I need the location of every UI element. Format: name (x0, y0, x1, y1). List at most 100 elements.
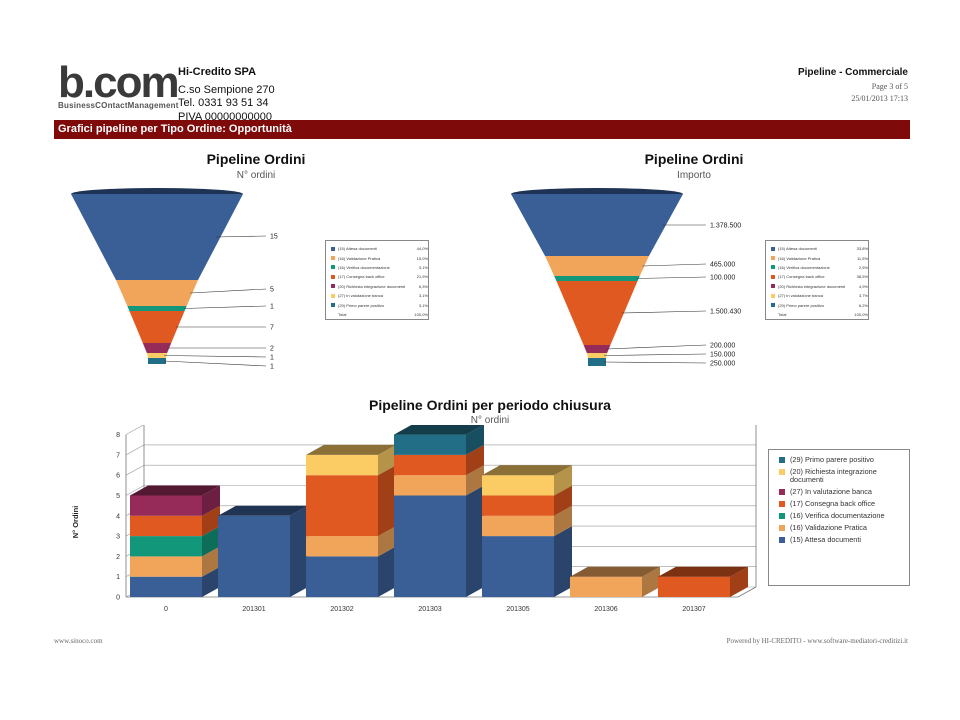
y-axis-title: N° Ordini (71, 506, 80, 539)
legend-label: (20) Richiesta integrazione documenti (338, 283, 406, 289)
funnel1-subtitle: N° ordini (236, 170, 276, 181)
funnel-value-label-0: 1.378.500 (710, 223, 741, 230)
bar-top-face (394, 425, 484, 435)
y-tick-label: 4 (116, 513, 120, 520)
bar-segment-side (466, 465, 484, 496)
bar-legend-swatch (779, 489, 785, 495)
legend-total-label: Total (338, 311, 347, 317)
funnel-label-line-0 (216, 235, 267, 238)
funnel-segment-1 (115, 280, 199, 306)
legend-swatch (331, 265, 335, 270)
legend-label: (29) Primo parere positivo (778, 302, 825, 308)
legend-percent: 11,5% (856, 255, 868, 261)
legend-label: (15) Attesa documenti (338, 246, 377, 252)
funnel-value-label-0: 15 (270, 234, 278, 241)
bar-legend-label: (15) Attesa documenti (790, 535, 861, 544)
legend-item: (27) In valutazione banca 3,7% (766, 291, 868, 300)
bar-segment-front (130, 576, 202, 597)
funnel-value-label-4: 2 (270, 346, 274, 353)
funnel2-chart: 1.378.500 465.000 100.000 1.500.430 200.000 1… (511, 188, 741, 368)
grid-diagonal (125, 425, 144, 435)
funnel-label-line-4 (606, 344, 707, 350)
bar-legend-swatch (779, 537, 785, 543)
legend-swatch (331, 293, 335, 298)
bar-segment-side (466, 444, 484, 476)
legend-total-row: Total 100,0% (766, 310, 868, 319)
legend-percent: 3,1% (418, 302, 428, 308)
bar-legend-swatch (779, 501, 785, 507)
legend-percent: 6,3% (418, 283, 428, 289)
legend-swatch (771, 256, 775, 261)
legend-item: (16) Validazione Pratica 15,0% (326, 253, 428, 262)
funnel-value-label-6: 1 (270, 364, 274, 371)
legend-swatch (331, 284, 335, 289)
bar-segment-side (202, 485, 220, 516)
funnel-label-line-3 (621, 310, 707, 314)
report-title: Pipeline - Commerciale (797, 67, 908, 78)
bar-top-face (218, 505, 308, 516)
funnel-value-label-3: 1.500.430 (710, 309, 741, 316)
bar-legend-item: (27) In valutazione banca (779, 488, 905, 496)
legend-item: (29) Primo parere positivo 6,2% (766, 300, 868, 309)
legend-item: (17) Consegna back office 21,9% (326, 272, 428, 281)
funnel-value-label-5: 150.000 (710, 352, 735, 359)
legend-total-row: Total 100,0% (326, 310, 428, 319)
bar-segment-side (202, 505, 220, 537)
legend-item: (15) Attesa documenti 33,8% (766, 244, 868, 253)
y-tick-label: 6 (116, 473, 120, 480)
bar-segment-side (554, 526, 572, 597)
funnel2-legend: (15) Attesa documenti 33,8% (16) Validazio… (765, 240, 869, 320)
funnel-segment-1 (545, 256, 649, 276)
bar-top-face (658, 566, 748, 577)
bar-segment-side (730, 566, 748, 597)
bar-segment-front (570, 576, 642, 597)
bar-legend-swatch (779, 457, 785, 463)
report-header: Pipeline - Commerciale Page 3 of 5 25/01… (798, 67, 908, 105)
x-tick-label: 201307 (682, 606, 705, 613)
bar-segment-side (642, 566, 660, 597)
legend-label: (27) In valutazione banca (778, 293, 823, 299)
bar-legend-swatch (779, 469, 785, 475)
bar-segment-front (394, 495, 466, 597)
bar-legend-item: (17) Consegna back office (779, 500, 905, 508)
bar-segment-front (130, 556, 202, 577)
legend-swatch (771, 284, 775, 289)
y-tick-label: 8 (116, 432, 120, 439)
bar-legend-item: (16) Verifica documentazione (779, 512, 905, 520)
funnel-label-line-2 (636, 276, 707, 279)
funnel1-chart: 15 5 1 7 2 1 1 (71, 188, 278, 371)
legend-swatch (331, 303, 335, 308)
company-info: Hi-Credito SPA C.so Sempione 270 Tel. 03… (178, 66, 275, 124)
legend-percent: 2,5% (858, 264, 868, 270)
bar-title: Pipeline Ordini per periodo chiusura (369, 397, 611, 413)
legend-label: (17) Consegna back office (338, 274, 385, 280)
y-tick-label: 2 (116, 554, 120, 561)
bar-legend-item: (16) Validazione Pratica (779, 524, 905, 532)
funnel-segment-3 (556, 281, 638, 345)
bar-segment-side (554, 485, 572, 516)
funnel-segment-5 (146, 353, 168, 358)
bar-legend-label: (16) Verifica documentazione (790, 511, 885, 520)
legend-label: (16) Verifica documentazione (338, 264, 390, 270)
legend-label: (20) Richiesta integrazione documenti (778, 283, 846, 289)
funnel-segment-4 (583, 345, 611, 353)
footer-website: www.sinoco.com (54, 637, 103, 645)
legend-percent: 3,7% (858, 293, 868, 299)
legend-swatch (771, 265, 775, 270)
bar-segment-front (394, 475, 466, 496)
legend-total-percent: 100,0% (854, 311, 868, 317)
bar-segment-front (482, 495, 554, 516)
bar-segment-front (394, 434, 466, 455)
bar-top-face (570, 566, 660, 577)
y-tick-label: 7 (116, 452, 120, 459)
funnel-label-line-1 (642, 263, 707, 267)
grid-diagonal (125, 464, 145, 476)
funnel-value-label-1: 465.000 (710, 262, 735, 269)
bar-legend-label: (20) Richiesta integrazione documenti (790, 467, 877, 484)
funnel-value-label-3: 7 (270, 325, 274, 332)
bar-segment-front (658, 576, 730, 597)
legend-percent: 3,1% (418, 264, 428, 270)
legend-label: (17) Consegna back office (778, 274, 825, 280)
bar-segment-side (554, 505, 572, 537)
legend-total-label: Total (778, 311, 787, 317)
